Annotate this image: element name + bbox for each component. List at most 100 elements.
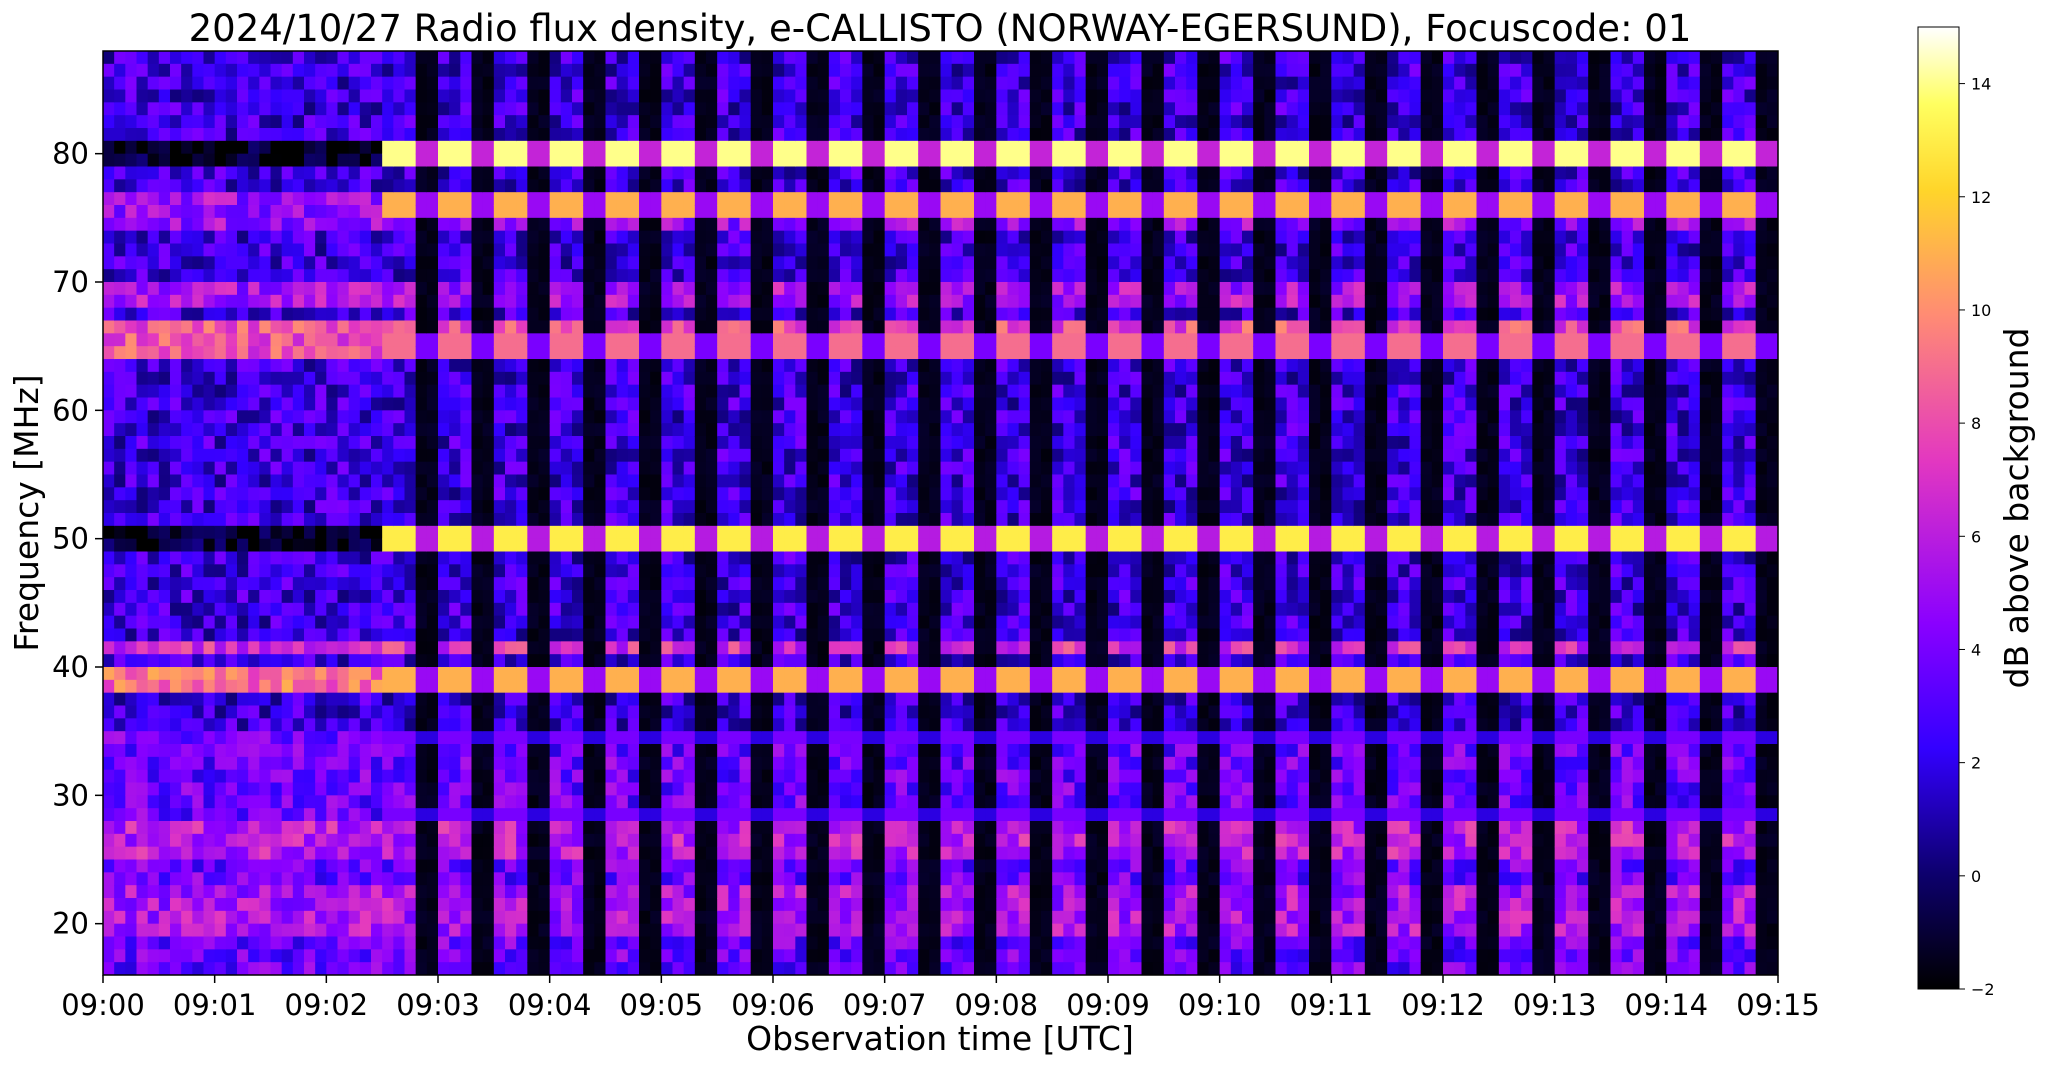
heatmap-cell [125, 821, 138, 835]
heatmap-cell [281, 346, 294, 360]
heatmap-cell [404, 628, 417, 642]
heatmap-cell [605, 538, 618, 553]
heatmap-cell [136, 885, 149, 899]
heatmap-cell [170, 448, 182, 463]
heatmap-cell [840, 346, 852, 360]
heatmap-cell [773, 962, 785, 975]
heatmap-cell [683, 205, 696, 219]
heatmap-cell [627, 590, 640, 604]
heatmap-cell [594, 333, 607, 347]
heatmap-cell [203, 448, 216, 463]
heatmap-cell [482, 115, 495, 129]
heatmap-cell [806, 333, 819, 347]
heatmap-cell [181, 102, 193, 116]
heatmap-cell [136, 564, 149, 578]
heatmap-cell [281, 487, 294, 501]
heatmap-cell [661, 102, 674, 116]
heatmap-cell [605, 436, 618, 450]
heatmap-cell [371, 667, 383, 681]
heatmap-cell [773, 320, 785, 334]
heatmap-cell [270, 76, 283, 91]
heatmap-cell [114, 513, 126, 527]
heatmap-cell [259, 628, 272, 642]
heatmap-cell [728, 859, 741, 873]
heatmap-cell [683, 821, 696, 835]
heatmap-cell [460, 269, 473, 283]
heatmap-cell [761, 192, 774, 206]
heatmap-cell [672, 436, 685, 450]
heatmap-cell [761, 140, 774, 155]
heatmap-cell [382, 410, 394, 424]
heatmap-cell [337, 705, 350, 719]
heatmap-cell [840, 846, 852, 861]
heatmap-cell [482, 628, 495, 642]
heatmap-cell [382, 102, 394, 116]
heatmap-cell [449, 371, 461, 386]
heatmap-cell [326, 397, 339, 411]
heatmap-cell [583, 282, 595, 296]
heatmap-cell [181, 192, 193, 206]
heatmap-cell [471, 667, 484, 681]
heatmap-cell [192, 923, 205, 938]
heatmap-cell [438, 885, 450, 899]
heatmap-cell [706, 615, 718, 630]
heatmap-cell [315, 397, 327, 411]
heatmap-cell [683, 615, 696, 630]
heatmap-cell [415, 833, 428, 848]
heatmap-cell [862, 859, 875, 873]
heatmap-cell [583, 744, 595, 758]
heatmap-cell [739, 448, 752, 463]
heatmap-cell [761, 628, 774, 642]
heatmap-cell [627, 936, 640, 950]
heatmap-cell [259, 962, 272, 975]
heatmap-cell [739, 936, 752, 950]
heatmap-cell [471, 962, 484, 975]
heatmap-cell [181, 756, 193, 771]
heatmap-cell [426, 217, 439, 232]
heatmap-cell [516, 166, 528, 180]
heatmap-cell [828, 910, 841, 925]
heatmap-cell [103, 641, 115, 655]
heatmap-cell [482, 885, 495, 899]
heatmap-cell [661, 538, 674, 553]
heatmap-cell [750, 63, 763, 78]
heatmap-cell [170, 217, 182, 232]
heatmap-cell [549, 397, 562, 411]
heatmap-cell [784, 551, 796, 565]
heatmap-cell [471, 564, 484, 578]
heatmap-cell [125, 153, 138, 168]
heatmap-cell [516, 782, 528, 796]
heatmap-cell [784, 833, 796, 848]
heatmap-cell [639, 269, 651, 283]
heatmap-cell [683, 448, 696, 463]
heatmap-cell [862, 551, 875, 565]
heatmap-cell [326, 821, 339, 835]
heatmap-cell [817, 294, 830, 309]
heatmap-cell [114, 808, 126, 822]
heatmap-cell [594, 320, 607, 334]
heatmap-cell [482, 641, 495, 655]
heatmap-cell [549, 846, 562, 861]
heatmap-cell [583, 525, 595, 540]
heatmap-cell [840, 679, 852, 694]
heatmap-cell [426, 128, 439, 142]
heatmap-cell [225, 359, 238, 373]
heatmap-cell [359, 359, 372, 373]
heatmap-cell [237, 448, 249, 463]
heatmap-cell [237, 949, 249, 963]
heatmap-cell [393, 256, 406, 270]
heatmap-cell [862, 602, 875, 617]
heatmap-cell [639, 230, 651, 245]
heatmap-cell [203, 243, 216, 257]
heatmap-cell [538, 538, 551, 553]
heatmap-cell [181, 128, 193, 142]
heatmap-cell [270, 885, 283, 899]
heatmap-cell [337, 795, 350, 809]
heatmap-cell [415, 538, 428, 553]
heatmap-cell [214, 243, 227, 257]
heatmap-cell [817, 692, 830, 707]
heatmap-cell [426, 461, 439, 476]
heatmap-cell [728, 371, 741, 386]
heatmap-cell [493, 590, 506, 604]
heatmap-cell [348, 166, 361, 180]
